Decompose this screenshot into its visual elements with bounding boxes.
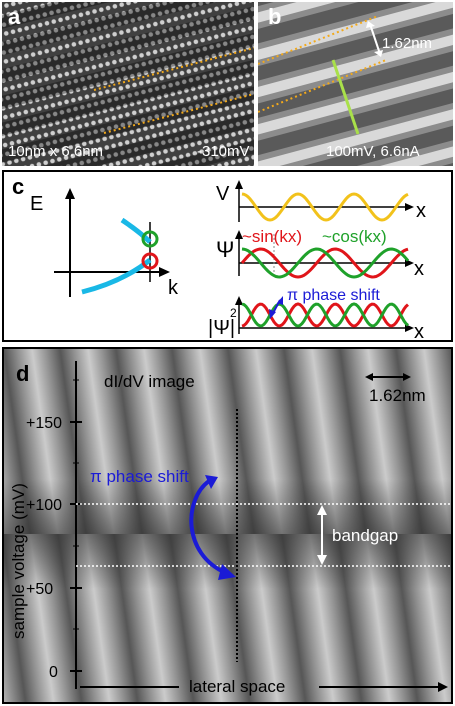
x-label-psi: x [414,258,424,280]
sin-label: ~sin(kx) [242,227,302,246]
k-label: k [168,277,179,299]
scale-label-d: 1.62nm [369,386,426,405]
v-label: V [216,183,230,205]
ytick-50: +50 [26,581,53,598]
scan-size-label: 10nm x 6.6nm [8,143,104,160]
psi2-label: |Ψ| [208,317,235,339]
x-label-psi2: x [414,321,424,340]
bandgap-label: bandgap [332,526,398,545]
stm-topography-a [2,2,254,166]
psi-label: Ψ [216,237,234,262]
ytick-150: +150 [26,415,62,432]
y-axis-label: sample voltage (mV) [9,483,28,639]
panel-label-a: a [8,4,21,29]
panel-label-d: d [16,361,30,386]
cos-wave [241,247,410,279]
green-cut-line [331,59,360,135]
energy-label: E [30,193,43,215]
ytick-0: 0 [49,664,58,681]
panel-b-stm-image: b 1.62nm 100mV, 6.6nA [258,2,453,166]
stm-topography-b [258,2,453,166]
phase-shift-arrow-d [189,479,227,575]
panel-c-schematic: E k V x Ψ ~sin(kx) ~cos(kx) x |Ψ| 2 π ph… [2,170,453,342]
panel-a-stm-image: a 10nm x 6.6nm -310mV [2,2,254,166]
panel-d-didv-map: dI/dV image 1.62nm +150 +100 +50 0 π pha… [2,347,453,704]
panel-label-b: b [268,4,282,29]
schematic-svg: E k V x Ψ ~sin(kx) ~cos(kx) x |Ψ| 2 π ph… [30,180,426,340]
lower-band-curve [81,258,152,295]
setpoint-label: 100mV, 6.6nA [326,143,420,160]
guide-line-lower-a [103,93,254,134]
green-state-circle [141,230,159,248]
psi2-exponent: 2 [230,306,237,320]
phase-shift-label-d: π phase shift [90,467,189,486]
upper-band-curve [120,217,152,244]
period-arrow [369,23,381,55]
cos-label: ~cos(kx) [322,227,387,246]
guide-line-upper-b [258,15,379,65]
didv-image-svg: dI/dV image 1.62nm +150 +100 +50 0 π pha… [4,349,451,702]
panel-label-c: c [12,174,25,199]
period-label-b: 1.62nm [382,35,433,52]
lateral-space-label: lateral space [189,677,285,696]
didv-title: dI/dV image [104,372,195,391]
x-label-v: x [416,200,426,222]
potential-wave [241,192,409,222]
ytick-100: +100 [26,497,62,514]
red-state-circle [141,252,159,270]
guide-line-lower-b [258,59,387,113]
phase-shift-label-c: π phase shift [287,287,380,304]
bias-label-a: -310mV [197,143,250,160]
